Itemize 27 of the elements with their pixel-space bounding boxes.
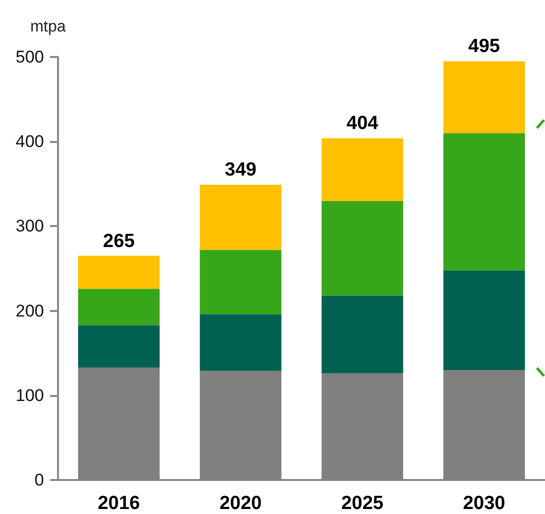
bar bbox=[200, 250, 282, 314]
x-tick-label: 2020 bbox=[219, 493, 262, 514]
bar bbox=[322, 138, 404, 201]
bar bbox=[200, 314, 282, 371]
y-axis-title: mtpa bbox=[30, 18, 66, 36]
y-tick-label: 300 bbox=[16, 216, 44, 236]
y-tick-label: 100 bbox=[16, 386, 44, 405]
total-label: 265 bbox=[103, 230, 136, 252]
y-tick-label: 200 bbox=[16, 301, 44, 320]
total-label: 495 bbox=[468, 36, 500, 58]
bar bbox=[443, 61, 525, 134]
x-tick-label: 2025 bbox=[341, 493, 384, 514]
x-tick-label: 2016 bbox=[98, 493, 140, 514]
total-label: 349 bbox=[224, 160, 256, 181]
bar bbox=[78, 325, 160, 368]
y-tick-label: 500 bbox=[16, 48, 44, 66]
bar bbox=[322, 200, 404, 296]
x-tick-label: 2030 bbox=[462, 493, 506, 514]
total-label: 404 bbox=[346, 113, 379, 134]
bar bbox=[200, 184, 282, 250]
bar bbox=[322, 296, 404, 374]
y-tick-label: 400 bbox=[16, 132, 44, 152]
y-tick-label: 0 bbox=[34, 470, 44, 490]
bar bbox=[443, 133, 525, 270]
bar bbox=[78, 256, 160, 289]
bar bbox=[78, 288, 160, 326]
bar bbox=[443, 270, 525, 370]
